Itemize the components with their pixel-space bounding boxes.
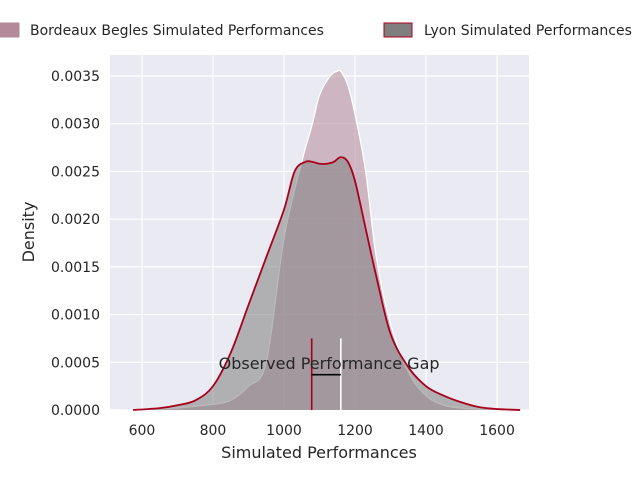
y-axis-label: Density	[19, 202, 38, 263]
y-tick-label: 0.0015	[51, 260, 100, 276]
density-line-lyon	[133, 156, 521, 411]
y-tick-label: 0.0020	[51, 212, 100, 228]
y-tick-label: 0.0000	[51, 403, 100, 419]
density-area-lyon	[133, 157, 521, 410]
x-tick-label: 800	[200, 423, 227, 439]
annotation-text: Observed Performance Gap	[219, 354, 440, 373]
legend-label-lyon: Lyon Simulated Performances	[424, 23, 632, 39]
x-tick-label: 600	[129, 423, 156, 439]
y-tick-label: 0.0030	[51, 117, 100, 133]
legend-swatch-bordeaux	[0, 22, 20, 38]
y-axis-ticks: 0.0000 0.0005 0.0010 0.0015 0.0020 0.0025 0.00…	[51, 69, 100, 419]
x-tick-label: 1600	[479, 423, 515, 439]
x-tick-label: 1000	[266, 423, 302, 439]
x-tick-label: 1200	[337, 423, 373, 439]
x-tick-label: 1400	[408, 423, 444, 439]
legend: Bordeaux Begles Simulated Performances L…	[0, 22, 632, 39]
x-axis-label: Simulated Performances	[221, 443, 417, 462]
y-tick-label: 0.0025	[51, 164, 100, 180]
y-tick-label: 0.0005	[51, 355, 100, 371]
legend-swatch-lyon	[383, 22, 413, 38]
legend-label-bordeaux: Bordeaux Begles Simulated Performances	[30, 23, 324, 39]
x-axis-ticks: 600 800 1000 1200 1400 1600	[129, 423, 515, 439]
y-tick-label: 0.0035	[51, 69, 100, 85]
density-areas	[133, 69, 521, 411]
y-tick-label: 0.0010	[51, 308, 100, 324]
gap-annotation: Observed Performance Gap	[219, 338, 440, 410]
